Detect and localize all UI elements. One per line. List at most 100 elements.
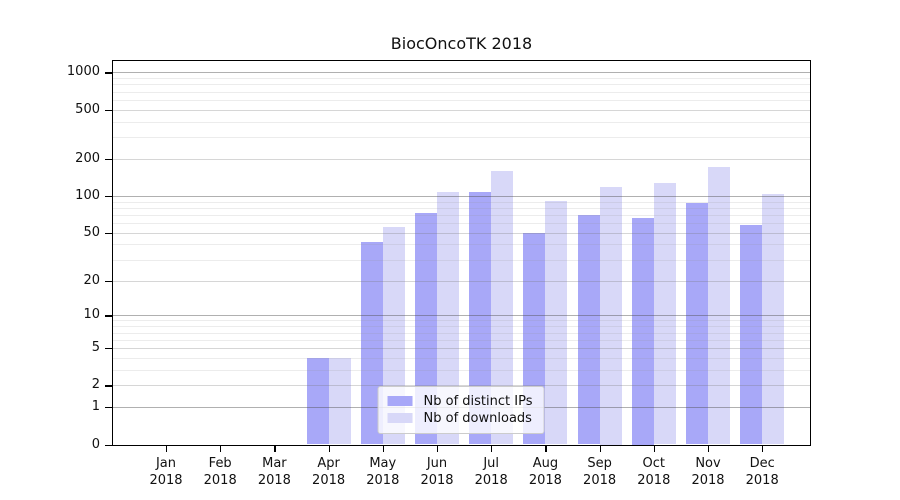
y-tick-label: 10 xyxy=(83,307,100,323)
x-tick-label: Sep 2018 xyxy=(570,455,630,489)
y-tick-label: 5 xyxy=(91,340,100,355)
x-tick-year: 2018 xyxy=(420,473,454,488)
x-tick-year: 2018 xyxy=(637,473,671,488)
legend-label-downloads: Nb of downloads xyxy=(423,410,532,426)
chart-title: BiocOncoTK 2018 xyxy=(390,34,533,53)
gridline xyxy=(112,195,810,197)
y-tick-mark xyxy=(105,232,112,234)
x-tick-month: Jun xyxy=(426,456,448,471)
x-tick-label: Dec 2018 xyxy=(732,455,792,489)
y-tick-mark xyxy=(105,315,112,317)
x-tick-month: Nov xyxy=(695,456,721,471)
bar-distinct-ips xyxy=(686,203,708,445)
y-tick-label: 200 xyxy=(75,150,100,166)
x-tick-mark xyxy=(220,445,222,452)
bar-downloads xyxy=(437,191,459,445)
y-tick-label: 1 xyxy=(91,399,100,415)
bar-downloads xyxy=(491,171,514,445)
y-tick-label: 20 xyxy=(83,272,100,288)
x-tick-month: Mar xyxy=(262,456,287,471)
gridline xyxy=(112,137,810,138)
x-tick-year: 2018 xyxy=(745,473,779,488)
x-tick-mark xyxy=(274,445,276,452)
bar-downloads xyxy=(653,183,676,445)
x-tick-year: 2018 xyxy=(474,473,508,488)
x-tick-year: 2018 xyxy=(312,473,346,488)
x-tick-mark xyxy=(762,445,764,452)
x-tick-mark xyxy=(545,445,547,452)
gridline xyxy=(112,158,810,160)
x-tick-year: 2018 xyxy=(366,473,400,488)
x-tick-label: Nov 2018 xyxy=(678,455,738,489)
gridline xyxy=(112,72,810,74)
x-tick-label: Feb 2018 xyxy=(190,455,250,489)
plot-area: Nb of distinct IPs Nb of downloads xyxy=(111,59,811,446)
gridline xyxy=(112,109,810,111)
bar-distinct-ips xyxy=(577,214,600,445)
bar-distinct-ips xyxy=(360,241,383,445)
x-tick-month: Aug xyxy=(532,456,559,471)
bar-distinct-ips xyxy=(740,224,763,445)
x-tick-year: 2018 xyxy=(528,473,562,488)
legend-label-distinct-ips: Nb of distinct IPs xyxy=(423,393,533,409)
x-tick-mark xyxy=(166,445,168,452)
y-tick-mark xyxy=(105,195,112,198)
bar-downloads xyxy=(599,187,622,445)
x-tick-year: 2018 xyxy=(149,473,183,488)
gridline xyxy=(112,99,810,101)
x-tick-mark xyxy=(491,445,493,452)
x-tick-year: 2018 xyxy=(583,473,617,488)
bar-distinct-ips xyxy=(631,218,654,445)
x-tick-month: Sep xyxy=(587,456,612,471)
legend-item-distinct-ips: Nb of distinct IPs xyxy=(387,393,533,409)
bar-downloads xyxy=(328,357,351,445)
y-tick-label: 0 xyxy=(91,436,100,452)
y-tick-label: 2 xyxy=(91,377,100,393)
y-tick-mark xyxy=(105,407,112,409)
y-tick-mark xyxy=(105,385,112,387)
x-tick-mark xyxy=(653,445,656,452)
legend-swatch-distinct-ips xyxy=(387,396,413,406)
x-tick-mark xyxy=(437,445,439,452)
y-tick-label: 1000 xyxy=(66,64,100,80)
y-tick-mark xyxy=(105,72,112,74)
gridline xyxy=(112,84,810,86)
y-tick-label: 500 xyxy=(75,101,100,117)
y-tick-label: 100 xyxy=(75,187,100,203)
x-tick-label: Aug 2018 xyxy=(515,455,575,489)
gridline xyxy=(112,121,810,123)
x-tick-year: 2018 xyxy=(691,473,725,488)
x-tick-label: May 2018 xyxy=(353,455,413,489)
x-tick-month: Jul xyxy=(483,456,500,471)
x-tick-label: Jun 2018 xyxy=(407,455,467,489)
x-tick-month: Apr xyxy=(317,456,340,471)
x-tick-month: Dec xyxy=(749,456,775,471)
legend-item-downloads: Nb of downloads xyxy=(387,410,533,426)
bar-downloads xyxy=(545,200,568,445)
x-tick-mark xyxy=(599,445,601,452)
x-tick-label: Apr 2018 xyxy=(299,455,359,489)
gridline xyxy=(112,78,810,79)
x-tick-year: 2018 xyxy=(257,473,291,488)
x-tick-year: 2018 xyxy=(203,473,237,488)
bar-downloads xyxy=(708,167,730,445)
bar-downloads xyxy=(762,194,785,445)
x-tick-mark xyxy=(328,445,330,452)
x-tick-label: Jan 2018 xyxy=(136,455,196,489)
x-tick-month: Feb xyxy=(208,456,232,471)
y-tick-mark xyxy=(105,348,112,350)
x-tick-label: Jul 2018 xyxy=(461,455,521,489)
x-tick-mark xyxy=(708,445,710,452)
gridline xyxy=(112,91,810,93)
bar-distinct-ips xyxy=(469,192,492,445)
x-tick-mark xyxy=(382,445,385,452)
bar-distinct-ips xyxy=(306,357,329,445)
x-tick-month: Oct xyxy=(642,456,666,471)
y-tick-label: 50 xyxy=(83,224,100,240)
y-tick-mark xyxy=(105,158,112,161)
legend-swatch-downloads xyxy=(387,413,413,423)
legend: Nb of distinct IPs Nb of downloads xyxy=(377,385,545,434)
x-tick-month: May xyxy=(369,456,397,471)
y-tick-mark xyxy=(105,280,112,282)
